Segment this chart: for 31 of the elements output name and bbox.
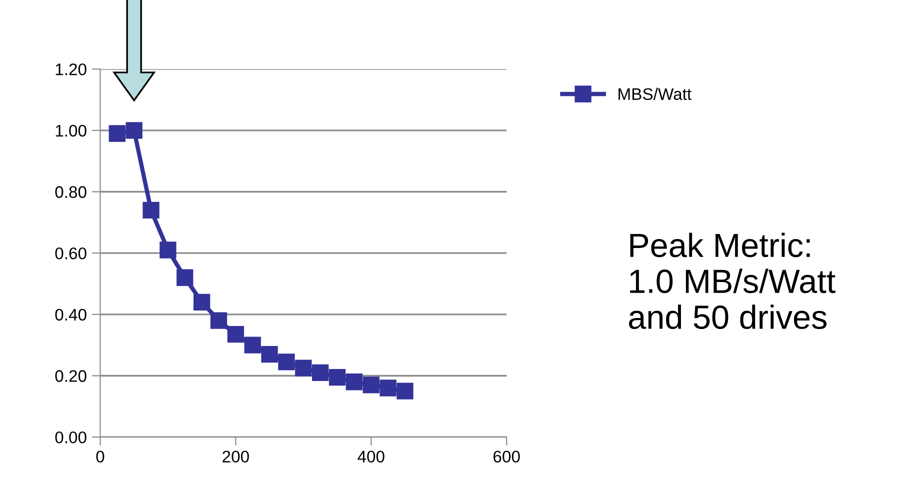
x-tick-label: 600: [494, 450, 520, 463]
y-tick-label: 0.00: [55, 431, 86, 444]
text: Peak Metric: 1.0 MB/s/Watt and 50 drives: [629, 232, 836, 330]
point: [142, 202, 160, 218]
legend-label: MBS/Watt: [618, 88, 692, 100]
y-tick-label: 0.20: [55, 370, 86, 382]
point: [328, 368, 346, 386]
y-tick-label: 1.20: [56, 63, 86, 76]
y-tick-label: 1.00: [56, 124, 86, 137]
point: [295, 360, 312, 376]
y-tick-label: 0.80: [55, 186, 86, 198]
point: [193, 294, 210, 310]
x-tick-label: 200: [222, 450, 249, 463]
point: [126, 122, 142, 139]
point: [210, 312, 228, 329]
point: [261, 346, 278, 363]
point: [362, 376, 380, 394]
point: [176, 269, 194, 286]
point: [160, 242, 176, 258]
point: [312, 364, 329, 382]
point: [278, 354, 295, 370]
x-tick-label: 400: [358, 450, 384, 463]
point: [380, 380, 396, 396]
y-tick-label: 0.60: [55, 247, 86, 260]
x-tick-label: 0: [96, 450, 104, 463]
point: [108, 125, 126, 142]
y-tick-label: 0.40: [55, 308, 86, 321]
point: [244, 336, 261, 354]
point: [396, 382, 414, 400]
point: [346, 374, 363, 390]
point: [227, 326, 244, 343]
